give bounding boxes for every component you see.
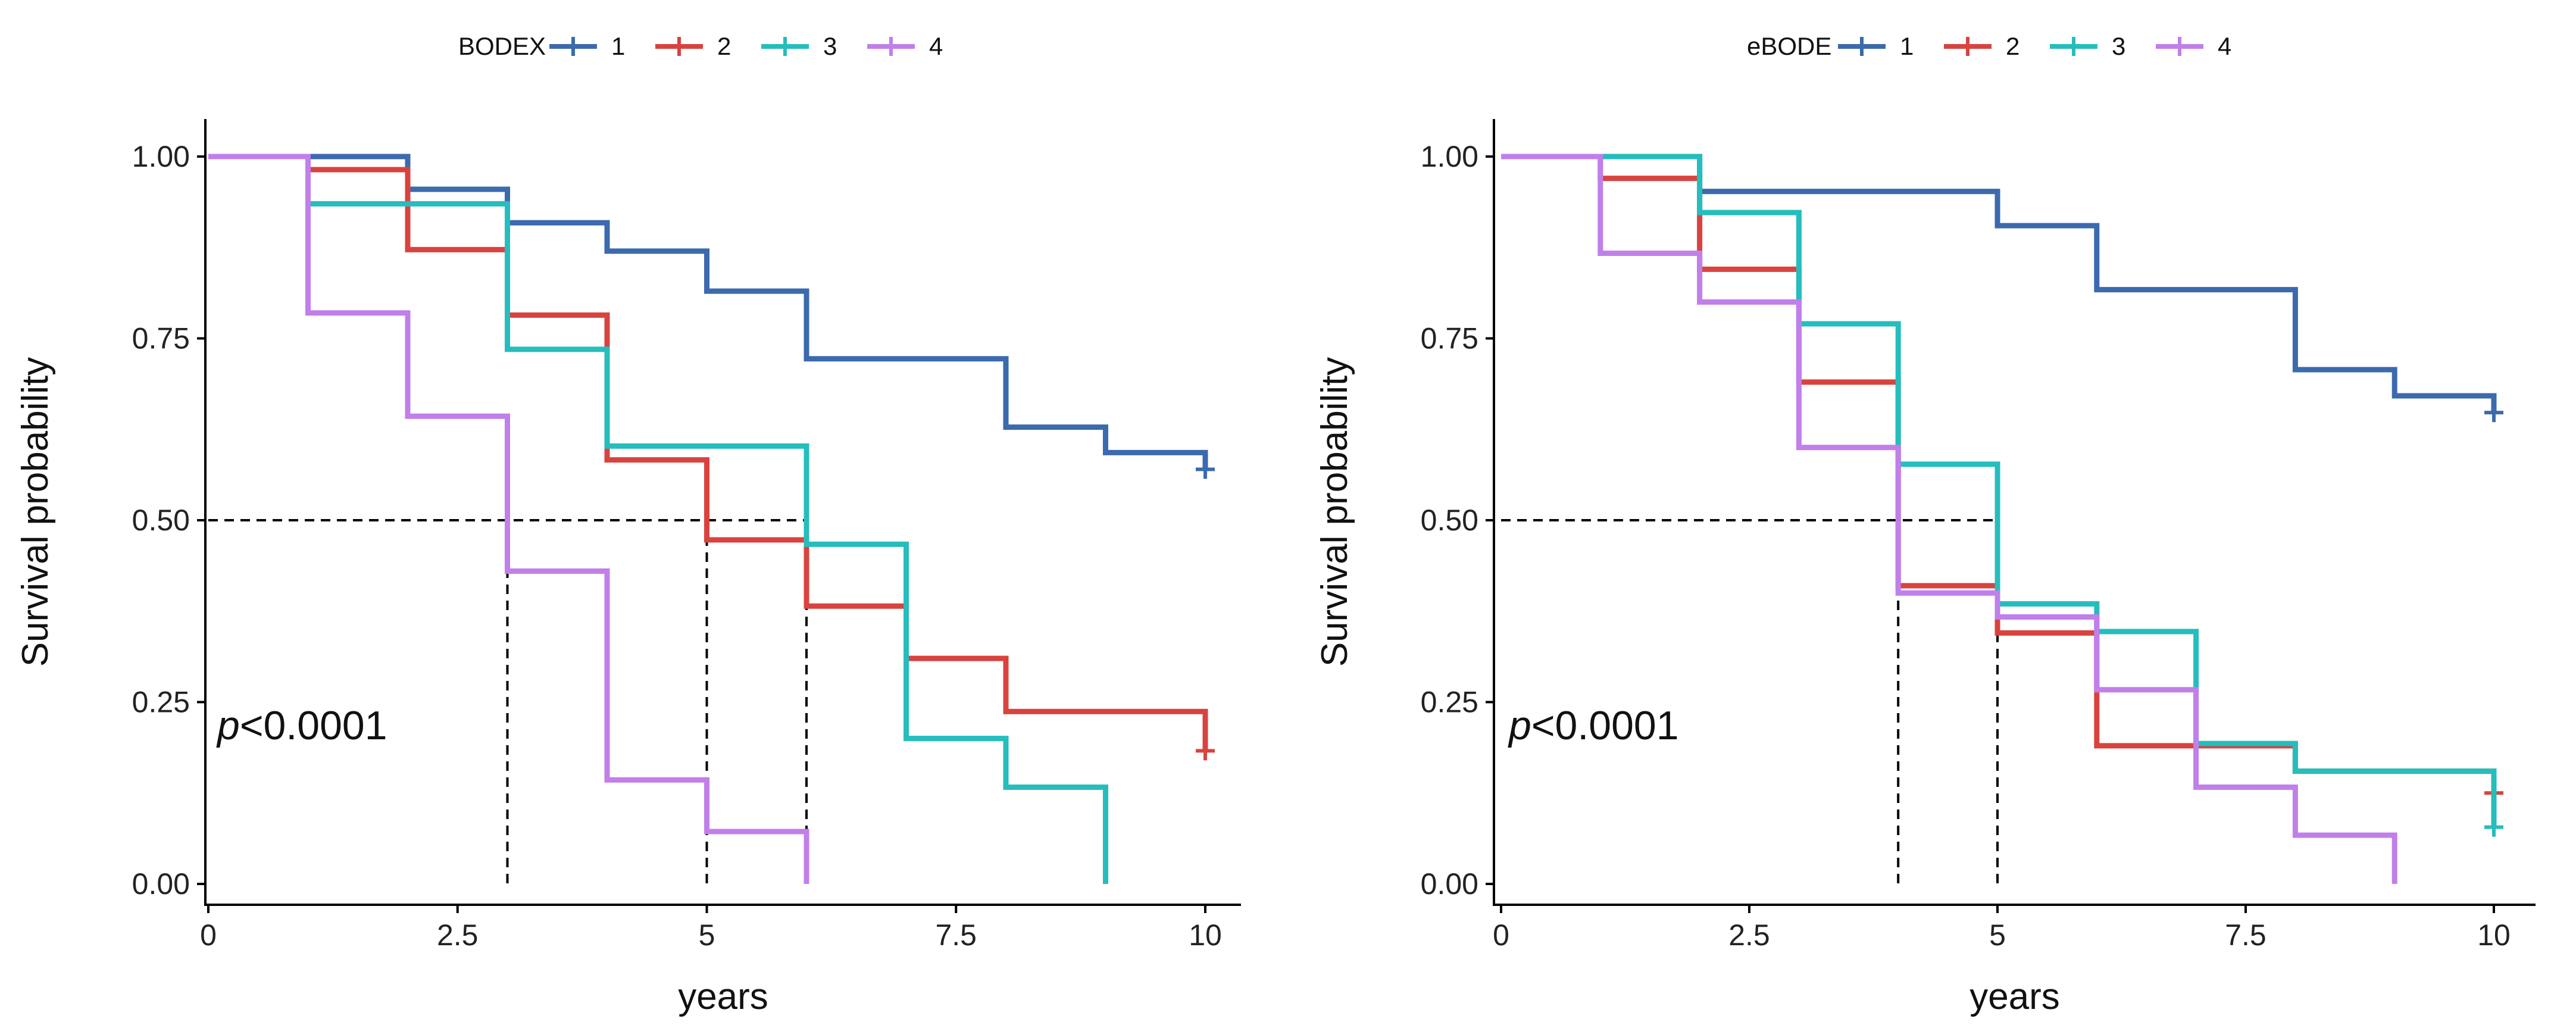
x-tick-label: 7.5: [935, 918, 977, 952]
y-tick-label: 1.00: [1421, 140, 1478, 173]
legend-label-3: 3: [2112, 32, 2125, 60]
x-tick-label: 0: [200, 918, 217, 952]
y-axis-title: Survival probability: [15, 357, 56, 667]
y-tick-label: 0.50: [1421, 504, 1478, 537]
y-tick-label: 0.00: [132, 867, 190, 901]
legend-label-4: 4: [2218, 32, 2231, 60]
legend-label-3: 3: [823, 32, 837, 60]
x-axis-title: years: [678, 976, 768, 1017]
x-tick-label: 7.5: [2225, 918, 2266, 952]
p-value-text: <0.0001: [1531, 703, 1679, 748]
y-tick-label: 0.50: [132, 504, 190, 537]
legend-label-2: 2: [717, 32, 731, 60]
chart-panel-1: 0.00 0.25 0.50 0.75 1.00 0 2.5 5 7.5 10 years Survi…: [15, 32, 1241, 1017]
chart-panel-2: 0.00 0.25 0.50 0.75 1.00 0 2.5 5 7.5 10 years Survi…: [1314, 32, 2536, 1017]
legend-label-4: 4: [929, 32, 943, 60]
p-value-text: <0.0001: [240, 703, 387, 748]
x-axis-title: years: [1969, 976, 2060, 1017]
p-value-annotation: p<0.0001: [1508, 703, 1679, 748]
x-tick-label: 10: [2477, 918, 2511, 952]
p-value-symbol: p: [1508, 703, 1531, 748]
y-tick-label: 0.00: [1421, 867, 1478, 901]
p-value-symbol: p: [216, 703, 240, 748]
series-2-line: [208, 154, 1208, 751]
x-tick-label: 5: [1989, 918, 2006, 952]
x-tick-label: 2.5: [1728, 918, 1770, 952]
y-tick-label: 0.25: [1421, 686, 1478, 719]
p-value-annotation: p<0.0001: [216, 703, 387, 748]
legend-label-2: 2: [2006, 32, 2019, 60]
y-tick-label: 0.75: [132, 322, 190, 355]
series-1-line: [208, 154, 1208, 470]
legend: BODEX 1 2 3 4: [458, 32, 943, 60]
legend: eBODE 1 2 3 4: [1747, 32, 2231, 60]
series-4-line: [1501, 154, 2397, 884]
legend-title: BODEX: [458, 32, 546, 60]
series-3-line: [208, 154, 1108, 884]
x-tick-label: 0: [1493, 918, 1509, 952]
x-tick-label: 5: [699, 918, 715, 952]
legend-label-1: 1: [611, 32, 625, 60]
x-tick-label: 10: [1189, 918, 1222, 952]
legend-label-1: 1: [1900, 32, 1914, 60]
y-tick-label: 0.25: [132, 686, 190, 719]
series-1-line: [1501, 154, 2497, 413]
series-4-line: [208, 154, 809, 884]
legend-title: eBODE: [1747, 32, 1831, 60]
y-axis-title: Survival probability: [1314, 357, 1355, 667]
y-tick-label: 1.00: [132, 140, 190, 173]
y-tick-label: 0.75: [1421, 322, 1478, 355]
x-tick-label: 2.5: [437, 918, 479, 952]
